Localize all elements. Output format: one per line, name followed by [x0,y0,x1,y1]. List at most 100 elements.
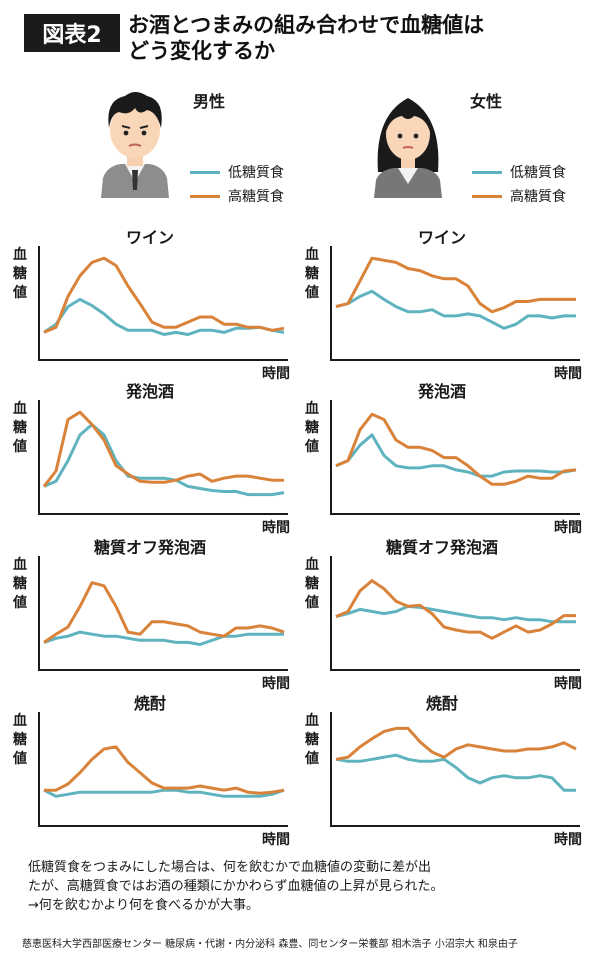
chart-panel: ワイン血糖値時間 [10,224,290,384]
low-carb-series-line [335,604,576,624]
chart-panel: ワイン血糖値時間 [302,224,582,384]
y-axis-label-char: 血 [13,247,27,263]
axis-lines [38,400,288,515]
chart-title: 発泡酒 [417,382,466,401]
axis-lines [38,246,288,361]
high-carb-series-line [42,410,284,488]
low-carb-series-line [43,630,284,646]
y-axis-label-char: 値 [13,439,27,455]
chart-title: 糖質オフ発泡酒 [385,538,498,557]
y-axis-label-char: 糖 [13,576,27,592]
low-carb-series-line [335,433,577,478]
axis-lines [330,246,580,361]
female-label: 女性 [470,92,503,111]
summary-note-line2: たが、高糖質食ではお酒の種類にかかわらず血糖値の上昇が見られた。 [28,879,444,894]
legend-swatch-low-carb [190,170,220,174]
high-carb-series-line [335,579,576,640]
plot-area [330,246,580,361]
plot-area [38,712,288,827]
plot-area [330,712,580,827]
y-axis-label-char: 糖 [305,420,319,436]
axis-lines [330,556,580,671]
plot-area [38,246,288,361]
plot-area [330,556,580,671]
axis-lines [38,556,288,671]
x-axis-label: 時間 [554,520,582,536]
chart-title: 焼酎 [425,694,458,713]
x-axis-label: 時間 [262,676,290,692]
high-carb-series-line [43,256,285,334]
figure-title: お酒とつまみの組み合わせで血糖値は どう変化するか [128,12,588,64]
plot-area [38,400,288,515]
y-axis-label-char: 血 [305,557,319,573]
chart-title: 発泡酒 [125,382,174,401]
source-credit: 慈恵医科大学西部医療センター 糖尿病・代謝・内分泌科 森豊、同センター栄養部 相… [22,939,518,950]
summary-note: 低糖質食をつまみにした場合は、何を飲むかで血糖値の変動に差が出 たが、高糖質食で… [28,858,588,915]
y-axis-label: 血糖値 [10,246,30,303]
low-carb-series-line [43,788,285,798]
high-carb-series-line [43,581,285,644]
legend-label-high-carb: 高糖質食 [510,189,566,205]
y-axis-label-char: 値 [305,285,319,301]
axis-lines [38,712,288,827]
low-carb-series-line [335,289,576,330]
y-axis-label-char: 糖 [305,576,319,592]
y-axis-label-char: 糖 [13,732,27,748]
legend-male: 低糖質食 高糖質食 [190,160,284,208]
chart-title: 糖質オフ発泡酒 [93,538,206,557]
y-axis-label: 血糖値 [302,712,322,769]
legend-item-high-carb: 高糖質食 [472,184,566,208]
y-axis-label-char: 血 [13,713,27,729]
y-axis-label-char: 血 [13,401,27,417]
figure-title-line2: どう変化するか [128,39,275,63]
y-axis-label-char: 血 [305,713,319,729]
y-axis-label: 血糖値 [10,400,30,457]
x-axis-label: 時間 [554,676,582,692]
legend-label-low-carb: 低糖質食 [510,165,566,181]
chart-title: ワイン [417,228,466,247]
legend-swatch-high-carb [190,194,220,198]
axis-lines [330,400,580,515]
low-carb-series-line [43,297,285,336]
legend-label-high-carb: 高糖質食 [228,189,284,205]
legend-swatch-low-carb [472,170,502,174]
chart-panel: 発泡酒血糖値時間 [10,378,290,538]
plot-area [38,556,288,671]
x-axis-label: 時間 [262,832,290,848]
y-axis-label-char: 値 [305,595,319,611]
y-axis-label-char: 血 [305,247,319,263]
y-axis-label-char: 血 [305,401,319,417]
legend-item-low-carb: 低糖質食 [190,160,284,184]
high-carb-series-line [335,726,577,761]
legend-swatch-high-carb [472,194,502,198]
woman-avatar-icon [374,98,442,198]
y-axis-label-char: 値 [13,285,27,301]
y-axis-label-char: 血 [13,557,27,573]
legend-label-low-carb: 低糖質食 [228,165,284,181]
chart-panel: 焼酎血糖値時間 [10,690,290,850]
man-avatar-icon [101,92,169,198]
legend-item-low-carb: 低糖質食 [472,160,566,184]
axis-lines [330,712,580,827]
chart-panel: 焼酎血糖値時間 [302,690,582,850]
x-axis-label: 時間 [262,520,290,536]
y-axis-label-char: 糖 [13,420,27,436]
y-axis-label-char: 糖 [305,266,319,282]
figure-badge: 図表2 [24,14,120,52]
y-axis-label: 血糖値 [302,246,322,303]
chart-panel: 糖質オフ発泡酒血糖値時間 [302,534,582,694]
high-carb-series-line [335,256,576,314]
chart-panel: 糖質オフ発泡酒血糖値時間 [10,534,290,694]
y-axis-label-char: 糖 [13,266,27,282]
summary-note-line3: →何を飲むかより何を食べるかが大事。 [28,898,259,913]
y-axis-label-char: 値 [305,751,319,767]
x-axis-label: 時間 [554,366,582,382]
y-axis-label: 血糖値 [10,712,30,769]
y-axis-label-char: 糖 [305,732,319,748]
y-axis-label: 血糖値 [302,400,322,457]
summary-note-line1: 低糖質食をつまみにした場合は、何を飲むかで血糖値の変動に差が出 [28,860,432,875]
header: 図表2 お酒とつまみの組み合わせで血糖値は どう変化するか [10,10,590,70]
x-axis-label: 時間 [262,366,290,382]
low-carb-series-line [335,753,576,792]
y-axis-label: 血糖値 [10,556,30,613]
